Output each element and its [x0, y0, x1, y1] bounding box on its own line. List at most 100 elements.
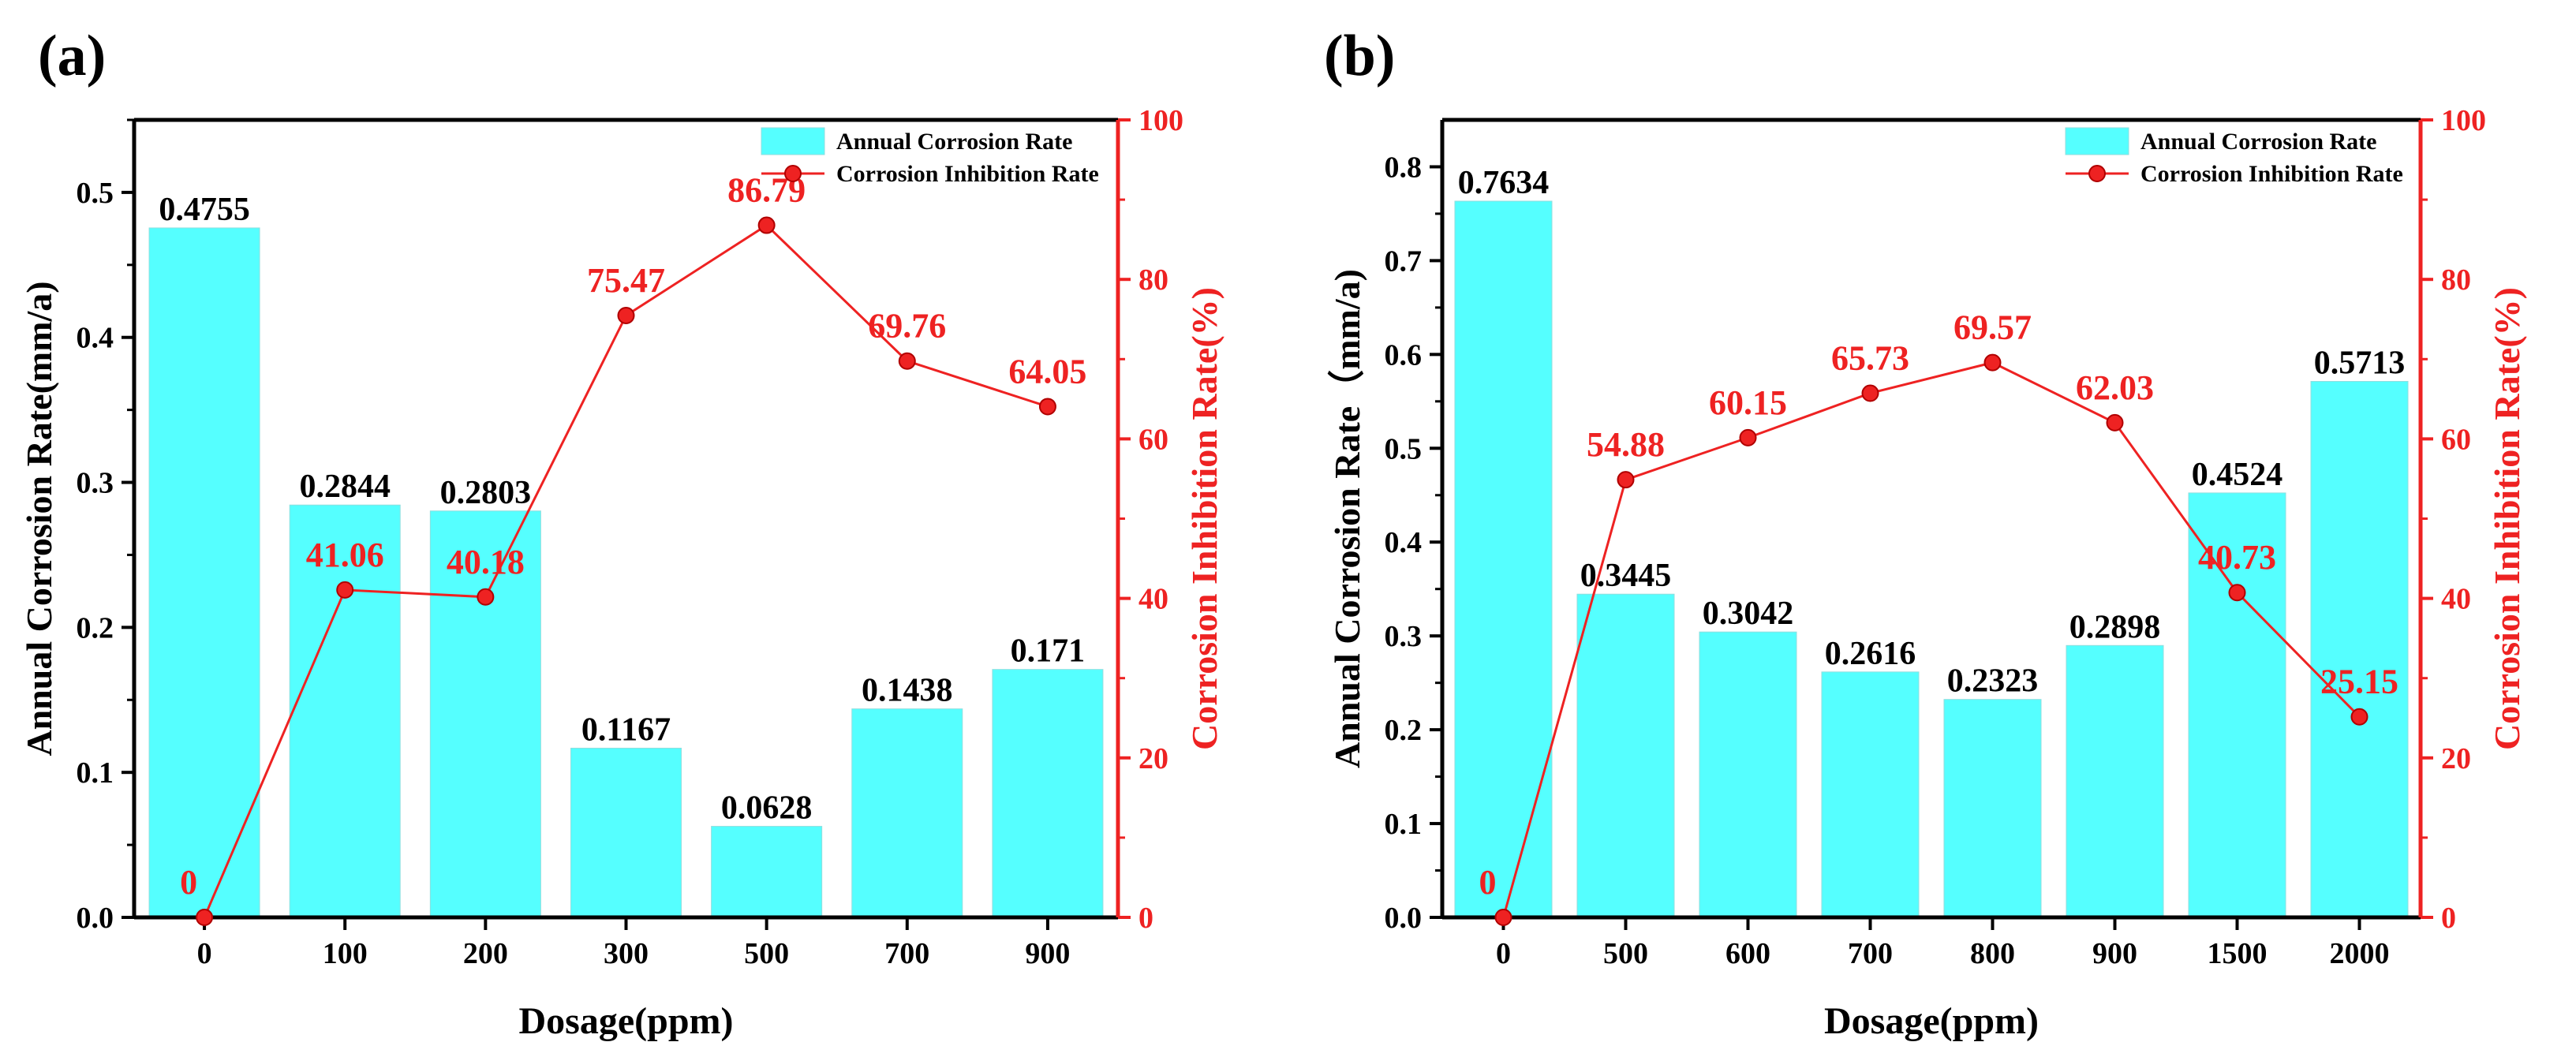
x-tick-label: 800 — [1970, 937, 2015, 970]
bar-value-label: 0.171 — [1011, 633, 1086, 670]
line-value-label: 0 — [180, 863, 197, 902]
line-point — [336, 581, 354, 599]
y2-tick-label: 100 — [1138, 104, 1183, 137]
y-tick-label: 0.0 — [1385, 902, 1423, 935]
bar-value-label: 0.0628 — [721, 790, 813, 827]
line-point — [2106, 413, 2124, 431]
inhibition-rate-line — [1502, 361, 2361, 918]
line-point — [2228, 584, 2246, 602]
y-tick-label: 0.1 — [77, 756, 114, 790]
bar-value-label: 0.2803 — [440, 475, 532, 511]
x-tick-label: 0 — [1496, 937, 1511, 970]
line-point — [477, 588, 495, 606]
bar — [1454, 200, 1553, 918]
y-tick-label: 0.0 — [77, 902, 114, 935]
legend-swatch-bars — [2065, 127, 2129, 155]
y2-tick-label: 80 — [2441, 263, 2471, 297]
x-tick-label: 1500 — [2208, 937, 2268, 970]
y2-tick-label: 40 — [1138, 583, 1168, 616]
legend-label-bars: Annual Corrosion Rate — [2140, 129, 2376, 155]
y-tick-label: 0.2 — [1385, 714, 1423, 747]
bar — [851, 708, 963, 918]
bar-value-label: 0.4524 — [2192, 457, 2283, 493]
y-tick-label: 0.3 — [77, 467, 114, 500]
line-point — [898, 352, 916, 370]
line-value-label: 0 — [1479, 863, 1497, 902]
x-tick-label: 100 — [323, 937, 368, 970]
line-point — [1983, 353, 2002, 372]
y2-tick-label: 20 — [2441, 742, 2471, 775]
y2-tick-label: 60 — [1138, 423, 1168, 456]
bar — [1943, 699, 2042, 918]
bar-value-label: 0.3042 — [1703, 596, 1794, 632]
bar — [1576, 593, 1675, 918]
line-value-label: 75.47 — [587, 261, 665, 300]
bar-value-label: 0.2616 — [1825, 636, 1916, 672]
y-tick-label: 0.7 — [1385, 245, 1423, 278]
line-point — [1038, 398, 1056, 416]
panel-label-a: (a) — [38, 24, 106, 88]
chart-panel-a: 0.0 0.1 0.2 0.3 0.4 0.5 0 20 40 60 80 100 0 100 200 300… — [19, 104, 1224, 1042]
line-point — [1617, 471, 1635, 489]
x-tick-label: 500 — [1603, 937, 1648, 970]
y-tick-label: 0.1 — [1385, 808, 1423, 841]
y2-tick-label: 100 — [2441, 104, 2486, 137]
chart-panel-b: 0.0 0.1 0.2 0.3 0.4 0.5 0.6 0.7 0.8 0 20 40 60 80 100 0… — [1327, 104, 2527, 1042]
y-tick-label: 0.5 — [77, 177, 114, 210]
x-tick-label: 200 — [463, 937, 508, 970]
line-value-label: 41.06 — [306, 536, 384, 574]
x-tick-label: 600 — [1725, 937, 1770, 970]
line-point — [2350, 708, 2368, 726]
y-tick-label: 0.8 — [1385, 151, 1423, 184]
line-point — [1739, 428, 1757, 446]
bar-value-label: 0.4755 — [159, 192, 250, 228]
line-point — [617, 306, 635, 324]
bar — [289, 504, 401, 918]
y-tick-label: 0.2 — [77, 611, 114, 644]
bar-value-label: 0.2898 — [2069, 609, 2161, 645]
y-axis-title: Annual Corrosion Rate（mm/a) — [1327, 269, 1367, 768]
y-tick-label: 0.4 — [1385, 526, 1423, 559]
y-tick-label: 0.5 — [1385, 432, 1423, 465]
bar-value-label: 0.5713 — [2314, 345, 2406, 381]
y2-tick-label: 80 — [1138, 263, 1168, 297]
x-tick-label: 900 — [2092, 937, 2137, 970]
line-point — [1494, 909, 1512, 926]
y2-axis-title: Corrosion Inhibition Rate(%) — [1184, 287, 1224, 750]
line-value-label: 62.03 — [2076, 368, 2154, 407]
x-tick-label: 300 — [604, 937, 649, 970]
bar — [711, 826, 823, 918]
legend-swatch-marker — [784, 165, 802, 182]
bar — [2310, 380, 2409, 918]
line-value-label: 69.76 — [868, 307, 946, 345]
line-value-label: 54.88 — [1587, 425, 1665, 464]
bar-value-label: 0.1167 — [581, 712, 671, 748]
x-tick-label: 500 — [744, 937, 789, 970]
line-value-label: 40.18 — [447, 543, 525, 581]
bar — [1821, 671, 1920, 918]
y2-tick-label: 60 — [2441, 423, 2471, 456]
x-tick-label: 700 — [884, 937, 929, 970]
x-tick-label: 2000 — [2330, 937, 2390, 970]
y2-axis-title: Corrosion Inhibition Rate(%) — [2487, 287, 2527, 750]
y2-tick-label: 0 — [2441, 902, 2456, 935]
legend-label-line: Corrosion Inhibition Rate — [2140, 161, 2403, 187]
line-value-label: 25.15 — [2320, 663, 2398, 701]
x-tick-label: 0 — [197, 937, 212, 970]
line-point — [1861, 384, 1879, 402]
y-tick-label: 0.6 — [1385, 338, 1423, 372]
bar — [570, 747, 682, 918]
panel-label-b: (b) — [1324, 24, 1395, 88]
line-value-label: 65.73 — [1831, 338, 1909, 377]
y-tick-label: 0.4 — [77, 322, 114, 355]
bar-value-label: 0.7634 — [1458, 165, 1550, 201]
bar — [429, 510, 541, 918]
bar — [148, 227, 260, 918]
y2-tick-label: 0 — [1138, 902, 1153, 935]
y-tick-label: 0.3 — [1385, 620, 1423, 653]
line-point — [196, 909, 214, 926]
line-value-label: 60.15 — [1709, 383, 1787, 422]
y2-tick-label: 20 — [1138, 742, 1168, 775]
bar — [1699, 631, 1797, 918]
